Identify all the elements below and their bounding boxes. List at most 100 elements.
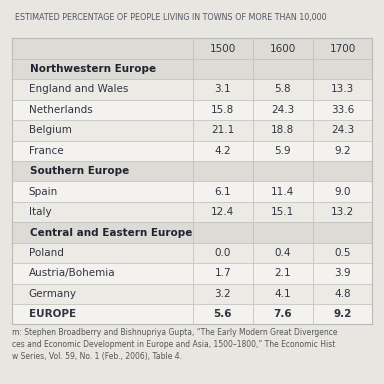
Bar — [313, 120, 372, 141]
Text: 4.1: 4.1 — [275, 289, 291, 299]
Bar — [253, 38, 313, 59]
Bar — [193, 222, 253, 243]
Bar — [253, 120, 313, 141]
Bar — [253, 243, 313, 263]
Bar — [12, 284, 193, 304]
Text: Northwestern Europe: Northwestern Europe — [30, 64, 156, 74]
Text: Central and Eastern Europe: Central and Eastern Europe — [30, 228, 192, 238]
Text: Italy: Italy — [29, 207, 51, 217]
Bar — [193, 243, 253, 263]
Text: 7.6: 7.6 — [273, 309, 292, 319]
Text: 5.9: 5.9 — [275, 146, 291, 156]
Text: 5.6: 5.6 — [214, 309, 232, 319]
Bar — [193, 100, 253, 120]
Bar — [193, 79, 253, 100]
Text: Austria/Bohemia: Austria/Bohemia — [29, 268, 116, 278]
Bar — [193, 304, 253, 324]
Text: 1.7: 1.7 — [215, 268, 231, 278]
Bar — [193, 202, 253, 222]
Text: 4.8: 4.8 — [334, 289, 351, 299]
Text: 13.2: 13.2 — [331, 207, 354, 217]
Text: EUROPE: EUROPE — [29, 309, 76, 319]
Bar — [12, 243, 193, 263]
Bar — [313, 304, 372, 324]
Bar — [12, 100, 193, 120]
Text: 2.1: 2.1 — [275, 268, 291, 278]
Bar — [253, 202, 313, 222]
Text: 9.0: 9.0 — [334, 187, 351, 197]
Bar — [313, 263, 372, 284]
Text: 3.9: 3.9 — [334, 268, 351, 278]
Text: 0.4: 0.4 — [275, 248, 291, 258]
Bar — [313, 284, 372, 304]
Bar — [313, 182, 372, 202]
Text: 9.2: 9.2 — [334, 146, 351, 156]
Text: France: France — [29, 146, 63, 156]
Text: Poland: Poland — [29, 248, 64, 258]
Bar — [313, 243, 372, 263]
Bar — [253, 79, 313, 100]
Bar — [12, 304, 193, 324]
Bar — [253, 304, 313, 324]
Bar — [313, 141, 372, 161]
Text: ESTIMATED PERCENTAGE OF PEOPLE LIVING IN TOWNS OF MORE THAN 10,000: ESTIMATED PERCENTAGE OF PEOPLE LIVING IN… — [15, 13, 327, 22]
Bar — [313, 59, 372, 79]
Text: 1500: 1500 — [210, 44, 236, 54]
Bar — [193, 59, 253, 79]
Bar — [193, 141, 253, 161]
Text: 1600: 1600 — [270, 44, 296, 54]
Bar — [12, 38, 193, 59]
Text: 24.3: 24.3 — [271, 105, 294, 115]
Text: 15.1: 15.1 — [271, 207, 294, 217]
Bar — [193, 182, 253, 202]
Bar — [253, 263, 313, 284]
Bar — [253, 222, 313, 243]
Bar — [313, 161, 372, 182]
Bar — [193, 284, 253, 304]
Bar — [253, 59, 313, 79]
Bar — [193, 263, 253, 284]
Text: Belgium: Belgium — [29, 125, 72, 135]
Bar — [12, 161, 193, 182]
Text: 33.6: 33.6 — [331, 105, 354, 115]
Bar — [313, 222, 372, 243]
Text: Netherlands: Netherlands — [29, 105, 93, 115]
Bar — [313, 38, 372, 59]
Text: 4.2: 4.2 — [215, 146, 231, 156]
Bar — [12, 79, 193, 100]
Text: 0.0: 0.0 — [215, 248, 231, 258]
Text: 13.3: 13.3 — [331, 84, 354, 94]
Bar — [12, 120, 193, 141]
Text: m: Stephen Broadberry and Bishnupriya Gupta, “The Early Modern Great Divergence
: m: Stephen Broadberry and Bishnupriya Gu… — [12, 328, 337, 361]
Text: 6.1: 6.1 — [215, 187, 231, 197]
Text: 18.8: 18.8 — [271, 125, 294, 135]
Text: Southern Europe: Southern Europe — [30, 166, 129, 176]
Text: 21.1: 21.1 — [211, 125, 235, 135]
Text: 5.8: 5.8 — [275, 84, 291, 94]
Bar — [193, 38, 253, 59]
Bar — [313, 202, 372, 222]
Bar — [253, 284, 313, 304]
Bar — [253, 141, 313, 161]
Bar — [12, 263, 193, 284]
Text: 3.2: 3.2 — [215, 289, 231, 299]
Text: 9.2: 9.2 — [333, 309, 352, 319]
Text: 1700: 1700 — [329, 44, 356, 54]
Text: England and Wales: England and Wales — [29, 84, 128, 94]
Bar — [12, 222, 193, 243]
Text: 15.8: 15.8 — [211, 105, 235, 115]
Bar — [313, 100, 372, 120]
Bar — [12, 182, 193, 202]
Bar — [253, 100, 313, 120]
Bar — [253, 161, 313, 182]
Bar — [193, 161, 253, 182]
Bar — [12, 202, 193, 222]
Text: 3.1: 3.1 — [215, 84, 231, 94]
Bar — [12, 59, 193, 79]
Bar — [12, 38, 372, 324]
Text: 24.3: 24.3 — [331, 125, 354, 135]
Bar — [313, 79, 372, 100]
Bar — [253, 182, 313, 202]
Text: 0.5: 0.5 — [334, 248, 351, 258]
Text: 12.4: 12.4 — [211, 207, 235, 217]
